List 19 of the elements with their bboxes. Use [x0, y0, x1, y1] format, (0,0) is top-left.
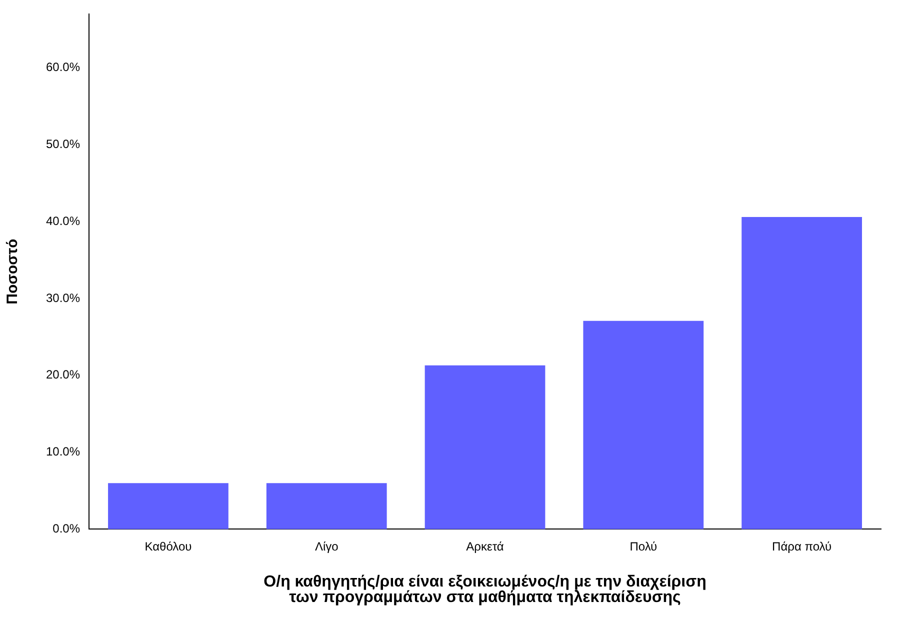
- y-tick-label: 50.0%: [46, 137, 80, 152]
- x-tick-label: Πάρα πολύ: [772, 540, 832, 554]
- bar: [108, 483, 228, 530]
- y-axis-title: Ποσοστό: [4, 238, 22, 304]
- bar: [424, 365, 546, 530]
- x-tick-label: Αρκετά: [466, 540, 504, 554]
- y-tick-label: 0.0%: [52, 522, 80, 536]
- bar: [266, 483, 387, 530]
- y-tick-label: 60.0%: [46, 60, 80, 74]
- x-tick-label: Πολύ: [630, 540, 658, 554]
- bar: [742, 217, 862, 530]
- y-tick-label: 30.0%: [46, 290, 80, 305]
- x-axis-title: Ο/η καθηγητής/ρια είναι εξοικειωμένος/η με την διαχείριση των προγραμμάτων στα μαθήματα τηλεκπαίδευσης: [264, 574, 706, 606]
- y-tick-label: 10.0%: [46, 444, 80, 459]
- y-tick-label: 20.0%: [46, 368, 80, 382]
- bar: [583, 320, 704, 530]
- x-tick-label: Λίγο: [314, 540, 339, 554]
- y-tick-label: 40.0%: [46, 214, 80, 228]
- x-tick-label: Καθόλου: [144, 540, 192, 554]
